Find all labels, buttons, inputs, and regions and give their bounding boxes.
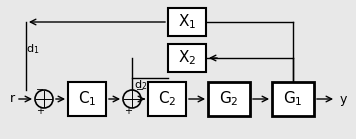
Text: C$_1$: C$_1$ — [78, 90, 96, 108]
FancyBboxPatch shape — [168, 44, 206, 72]
Text: X$_2$: X$_2$ — [178, 49, 196, 67]
FancyBboxPatch shape — [168, 8, 206, 36]
Text: G$_1$: G$_1$ — [283, 90, 303, 108]
FancyBboxPatch shape — [208, 82, 250, 116]
Text: X$_1$: X$_1$ — [178, 13, 196, 31]
Text: +: + — [36, 106, 44, 116]
FancyBboxPatch shape — [148, 82, 186, 116]
Text: C$_2$: C$_2$ — [158, 90, 176, 108]
Text: r: r — [10, 92, 15, 106]
Text: −: − — [136, 85, 144, 95]
Text: d$_2$: d$_2$ — [134, 78, 147, 92]
Text: d$_1$: d$_1$ — [26, 42, 40, 56]
FancyBboxPatch shape — [68, 82, 106, 116]
FancyBboxPatch shape — [272, 82, 314, 116]
Text: y: y — [340, 92, 347, 106]
Text: −: − — [36, 85, 44, 95]
Text: G$_2$: G$_2$ — [219, 90, 239, 108]
Text: +: + — [124, 106, 132, 116]
